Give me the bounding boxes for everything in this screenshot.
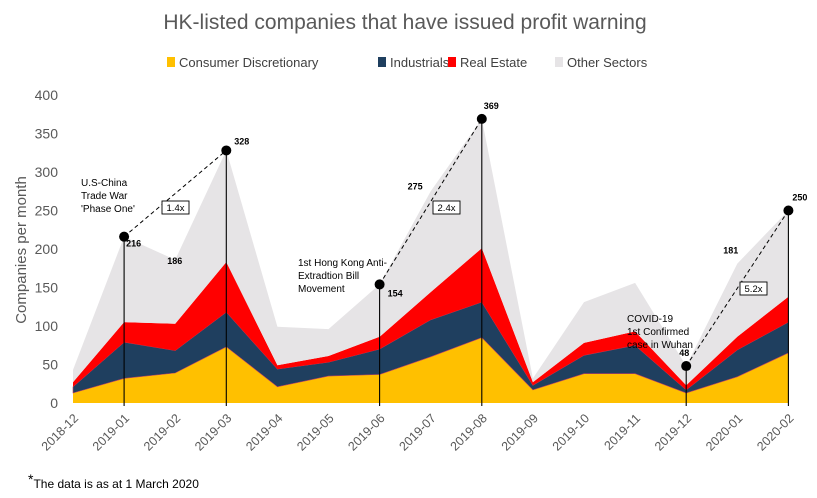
trend-dashed-line <box>685 210 789 367</box>
data-label: 216 <box>126 239 141 249</box>
legend-swatch-2 <box>378 57 386 67</box>
y-tick-label: 300 <box>35 164 59 180</box>
footnote-mark: * <box>28 471 34 487</box>
event-label: 'Phase One' <box>81 204 135 215</box>
area-consumer-discretionary <box>73 337 789 403</box>
legend-swatch-3 <box>448 57 456 67</box>
trend-dashed-line <box>123 150 227 238</box>
data-label: 181 <box>723 246 738 256</box>
multiplier-box <box>739 281 768 296</box>
legend-swatch-1 <box>167 57 175 67</box>
x-tick-label: 2019-10 <box>550 411 592 453</box>
y-tick-label: 100 <box>35 318 59 334</box>
y-axis: 0 50 100 150 200 250 300 350 400 <box>35 87 59 411</box>
y-tick-label: 250 <box>35 203 59 219</box>
area-other-sectors <box>73 118 789 386</box>
marker-dot <box>374 279 385 290</box>
y-tick-label: 400 <box>35 87 59 103</box>
y-tick-label: 50 <box>42 357 58 373</box>
multiplier-label: 5.2x <box>745 284 763 295</box>
event-label: Extradtion Bill <box>298 271 359 282</box>
area-real-estate <box>73 248 789 390</box>
y-tick-label: 0 <box>50 395 58 411</box>
x-tick-label: 2019-07 <box>396 411 438 453</box>
data-label: 275 <box>408 181 423 191</box>
chart-title: HK-listed companies that have issued pro… <box>163 11 646 34</box>
legend-label-4: Other Sectors <box>567 55 648 70</box>
data-label: 186 <box>167 256 182 266</box>
marker-dot <box>221 145 232 156</box>
data-label: 328 <box>234 136 249 146</box>
x-tick-label: 2019-08 <box>448 411 490 453</box>
x-tick-label: 2019-01 <box>90 411 132 453</box>
y-tick-label: 150 <box>35 280 59 296</box>
x-tick-label: 2019-03 <box>192 411 234 453</box>
marker-dot <box>476 113 487 124</box>
multiplier-label: 2.4x <box>438 203 456 214</box>
x-tick-label: 2018-12 <box>39 411 81 453</box>
marker-dot <box>783 205 794 216</box>
x-tick-label: 2019-04 <box>243 411 285 453</box>
x-tick-label: 2020-01 <box>703 411 745 453</box>
y-tick-label: 350 <box>35 126 59 142</box>
legend-swatch-4 <box>555 57 563 67</box>
footnote-text: The data is as at 1 March 2020 <box>33 477 199 491</box>
footnote: *The data is as at 1 March 2020 <box>28 471 199 491</box>
trend-dashed-line <box>379 118 483 285</box>
marker-dot <box>119 231 130 242</box>
x-tick-label: 2019-02 <box>141 411 183 453</box>
legend-label-1: Consumer Discretionary <box>179 55 319 70</box>
x-tick-label: 2019-06 <box>345 411 387 453</box>
data-label: 369 <box>484 101 499 111</box>
multiplier-label: 1.4x <box>167 203 185 214</box>
x-tick-label: 2019-09 <box>499 411 541 453</box>
legend: Consumer Discretionary Industrials Real Es… <box>167 55 648 70</box>
event-label: Trade War <box>81 191 128 202</box>
event-label: 1st Confirmed <box>627 327 689 338</box>
multiplier-box <box>161 200 190 215</box>
marker-dot <box>681 361 692 372</box>
data-label: 154 <box>388 288 403 298</box>
y-axis-label: Companies per month <box>13 176 30 324</box>
event-label: Movement <box>298 284 345 295</box>
annotations: 1.4x U.S-China Trade War 'Phase One' 2.4x 1st… <box>81 101 807 406</box>
event-label: U.S-China <box>81 178 128 189</box>
event-label: COVID-19 <box>627 314 674 325</box>
y-tick-label: 200 <box>35 241 59 257</box>
x-tick-label: 2019-12 <box>652 411 694 453</box>
event-label: case in Wuhan <box>627 340 693 351</box>
multiplier-box <box>432 200 461 215</box>
x-tick-label: 2019-05 <box>294 411 336 453</box>
x-tick-label: 2019-11 <box>602 411 644 453</box>
legend-label-3: Real Estate <box>460 55 527 70</box>
x-tick-label: 2020-02 <box>754 411 796 453</box>
x-axis: 2018-12 2019-01 2019-02 2019-03 2019-04 2019-… <box>39 411 797 453</box>
event-label: 1st Hong Kong Anti- <box>298 258 387 269</box>
data-label: 250 <box>792 193 807 203</box>
legend-label-2: Industrials <box>390 55 450 70</box>
data-label: 48 <box>679 348 689 358</box>
